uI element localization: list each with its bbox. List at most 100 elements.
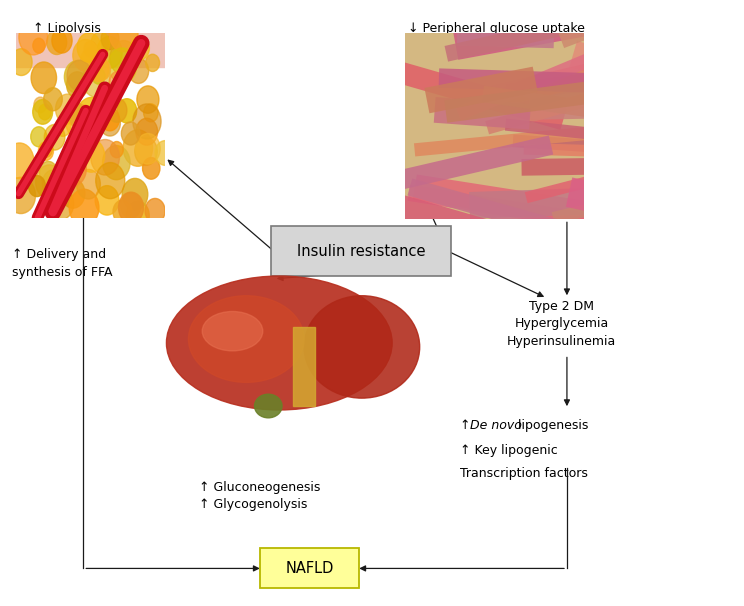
Circle shape (107, 98, 127, 122)
Text: ↑ Lipolysis: ↑ Lipolysis (33, 22, 100, 35)
Ellipse shape (304, 296, 420, 398)
Text: Type 2 DM
Hyperglycemia
Hyperinsulinemia: Type 2 DM Hyperglycemia Hyperinsulinemia (507, 300, 616, 348)
Circle shape (66, 104, 94, 140)
Circle shape (33, 38, 45, 53)
Circle shape (113, 200, 132, 224)
Ellipse shape (254, 394, 282, 418)
Circle shape (36, 165, 63, 199)
Circle shape (94, 59, 110, 80)
Circle shape (31, 62, 57, 93)
Circle shape (33, 99, 53, 124)
Circle shape (55, 117, 71, 136)
Circle shape (67, 103, 86, 127)
Circle shape (155, 141, 175, 165)
Ellipse shape (202, 311, 263, 351)
Circle shape (39, 161, 57, 184)
Circle shape (103, 145, 130, 180)
Circle shape (65, 61, 91, 93)
Circle shape (144, 104, 158, 122)
Circle shape (56, 94, 80, 124)
Circle shape (77, 33, 100, 62)
Circle shape (73, 39, 98, 71)
Text: lipogenesis: lipogenesis (514, 419, 589, 432)
Circle shape (31, 127, 47, 147)
Circle shape (67, 72, 88, 98)
Circle shape (135, 138, 157, 165)
Circle shape (129, 58, 149, 84)
Circle shape (118, 192, 144, 223)
Bar (293, 327, 315, 406)
Circle shape (137, 86, 159, 113)
Circle shape (84, 41, 97, 57)
Circle shape (135, 133, 160, 164)
FancyBboxPatch shape (271, 226, 451, 276)
Circle shape (110, 142, 124, 158)
Circle shape (95, 185, 119, 215)
Circle shape (60, 151, 74, 168)
Ellipse shape (167, 276, 392, 410)
Circle shape (69, 189, 99, 226)
Circle shape (39, 142, 54, 161)
Circle shape (48, 188, 74, 220)
Text: ↑ Delivery and
synthesis of FFA: ↑ Delivery and synthesis of FFA (12, 248, 112, 279)
Circle shape (44, 88, 62, 111)
Circle shape (117, 99, 137, 123)
Circle shape (39, 104, 51, 120)
Circle shape (122, 178, 148, 210)
Circle shape (10, 48, 32, 76)
Circle shape (40, 142, 52, 158)
Circle shape (78, 139, 105, 172)
Circle shape (77, 170, 100, 199)
Circle shape (109, 72, 126, 93)
Circle shape (5, 143, 33, 179)
Circle shape (80, 47, 104, 76)
Circle shape (121, 193, 141, 218)
Text: Insulin resistance: Insulin resistance (297, 244, 425, 259)
Circle shape (101, 27, 119, 50)
Circle shape (91, 32, 109, 55)
Circle shape (109, 16, 138, 52)
Circle shape (126, 201, 150, 230)
Circle shape (130, 36, 150, 60)
Circle shape (143, 158, 160, 179)
Circle shape (108, 48, 137, 83)
Text: ↑ Key lipogenic: ↑ Key lipogenic (460, 444, 557, 456)
Circle shape (34, 97, 47, 113)
Bar (16, 33, 165, 67)
Circle shape (28, 176, 45, 196)
Circle shape (68, 127, 93, 156)
Circle shape (67, 60, 92, 91)
Text: ↑ Gluconeogenesis
↑ Glycogenolysis: ↑ Gluconeogenesis ↑ Glycogenolysis (199, 481, 321, 511)
Circle shape (97, 36, 122, 68)
Circle shape (91, 139, 120, 175)
Text: NAFLD: NAFLD (285, 561, 334, 576)
Circle shape (6, 178, 36, 213)
Text: Transcription factors: Transcription factors (460, 467, 588, 479)
Circle shape (96, 162, 125, 199)
Circle shape (59, 152, 86, 186)
Circle shape (61, 179, 85, 208)
Circle shape (19, 19, 48, 55)
Text: De novo: De novo (470, 419, 522, 432)
Circle shape (124, 130, 153, 166)
Ellipse shape (188, 296, 304, 382)
Circle shape (146, 54, 159, 72)
Circle shape (136, 118, 158, 145)
Circle shape (100, 107, 119, 131)
Circle shape (47, 30, 67, 55)
Circle shape (100, 110, 121, 136)
Circle shape (145, 198, 165, 223)
Circle shape (42, 170, 65, 197)
Circle shape (92, 68, 105, 84)
Circle shape (89, 56, 109, 82)
Text: ↑: ↑ (460, 419, 474, 432)
Circle shape (82, 62, 110, 97)
Circle shape (52, 28, 72, 53)
Circle shape (45, 124, 65, 150)
Circle shape (110, 41, 138, 75)
FancyBboxPatch shape (260, 548, 359, 588)
Circle shape (133, 104, 161, 139)
Circle shape (44, 187, 57, 203)
Circle shape (121, 122, 140, 145)
Text: ↓ Peripheral glucose uptake: ↓ Peripheral glucose uptake (408, 22, 585, 35)
